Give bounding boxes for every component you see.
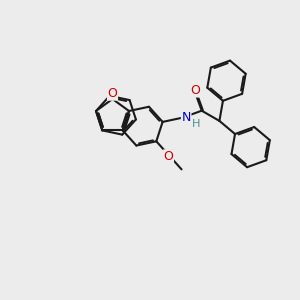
Text: N: N: [182, 111, 191, 124]
Text: O: O: [164, 150, 173, 163]
Text: O: O: [190, 84, 200, 97]
Text: O: O: [108, 87, 117, 100]
Text: H: H: [192, 119, 200, 129]
